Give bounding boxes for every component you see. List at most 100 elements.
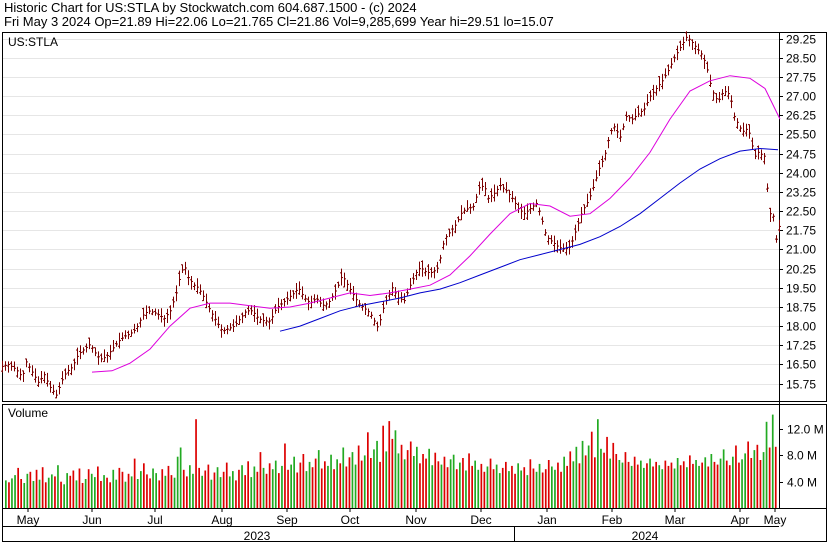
volume-bar [103, 475, 105, 508]
price-bar [118, 332, 121, 349]
price-bar [112, 339, 115, 352]
volume-bar [409, 441, 412, 508]
volume-bar [342, 447, 345, 508]
month-label: May [17, 513, 40, 527]
volume-bar [676, 458, 679, 508]
price-bar [4, 361, 7, 371]
month-label: Feb [602, 513, 623, 527]
price-bar [541, 216, 544, 225]
volume-bar [17, 467, 19, 508]
volume-bar [428, 448, 430, 508]
volume-bar [652, 466, 654, 508]
volume-bar [722, 449, 725, 508]
volume-bar [81, 483, 84, 508]
volume-bar [265, 473, 268, 508]
volume-bar [253, 466, 256, 508]
price-bar [505, 182, 508, 194]
price-bar [244, 309, 247, 319]
volume-bar [483, 471, 486, 508]
price-bar [694, 41, 697, 55]
volume-bar [716, 464, 719, 508]
price-bar [571, 236, 574, 248]
volume-bar [455, 469, 458, 508]
volume-bar [250, 477, 253, 508]
price-bar [379, 314, 382, 326]
price-bar [643, 102, 646, 116]
price-bar [373, 317, 376, 326]
volume-bar [75, 480, 78, 508]
price-bar [598, 160, 601, 177]
month-label: Jul [147, 513, 162, 527]
volume-bar [425, 458, 427, 508]
volume-bar [514, 473, 516, 508]
volume-bar [728, 465, 731, 508]
volume-bar [219, 477, 222, 508]
price-bar [295, 282, 298, 299]
price-bar [538, 207, 541, 216]
volume-bar [339, 463, 342, 508]
volume-bar [63, 484, 65, 508]
volume-bar [649, 458, 651, 508]
price-bar [202, 290, 205, 302]
volume-bar [618, 460, 621, 508]
price-bar [751, 137, 754, 150]
volume-bar [302, 454, 305, 508]
volume-bar [612, 442, 615, 508]
volume-bar [661, 469, 664, 508]
volume-bar [311, 467, 314, 508]
price-bar [445, 234, 448, 246]
price-tick-label: 24.00 [786, 167, 816, 181]
volume-tick-label: 12.0 M [787, 423, 824, 437]
volume-bar [471, 465, 473, 508]
volume-bar [115, 479, 118, 508]
volume-bar [686, 467, 688, 508]
volume-bar [563, 456, 565, 508]
volume-bar [636, 464, 639, 508]
volume-bar [314, 458, 317, 508]
price-bar [79, 345, 82, 360]
price-bar [133, 323, 136, 334]
price-bar [511, 190, 514, 203]
volume-bar [182, 469, 185, 508]
price-bar [628, 115, 631, 122]
price-tick-label: 22.50 [786, 205, 816, 219]
price-bar [703, 54, 706, 69]
price-tick-label: 24.75 [786, 148, 816, 162]
volume-bar [581, 440, 584, 508]
price-bar [16, 366, 19, 378]
price-bar [1, 360, 4, 373]
volume-bar [376, 440, 378, 508]
volume-bar [633, 456, 636, 508]
volume-bar [379, 461, 381, 508]
volume-bar [462, 458, 464, 508]
price-bar [382, 301, 385, 314]
price-bar [127, 330, 130, 340]
volume-bar [336, 459, 338, 508]
price-bar [64, 368, 67, 380]
price-bar [316, 294, 319, 304]
volume-bar [698, 465, 700, 508]
volume-bar [112, 469, 115, 508]
price-bar [550, 235, 553, 245]
price-bar [769, 207, 772, 223]
price-bar [25, 358, 28, 368]
month-label: Sep [276, 513, 298, 527]
volume-bar [391, 438, 394, 508]
month-label: Jun [82, 513, 101, 527]
price-bar [478, 181, 481, 195]
price-bar [682, 36, 685, 51]
volume-bar [241, 465, 243, 508]
volume-bar [44, 482, 47, 508]
price-bar [454, 220, 457, 234]
volume-bar [155, 473, 157, 508]
month-label: Mar [665, 513, 686, 527]
volume-bar [498, 473, 501, 508]
volume-bar [225, 462, 228, 508]
volume-bar [222, 471, 225, 508]
volume-bar [646, 463, 648, 508]
price-bar [766, 183, 769, 192]
volume-bar [274, 460, 277, 508]
price-bar [34, 368, 37, 383]
volume-bar [173, 477, 176, 508]
price-bar [148, 306, 151, 315]
